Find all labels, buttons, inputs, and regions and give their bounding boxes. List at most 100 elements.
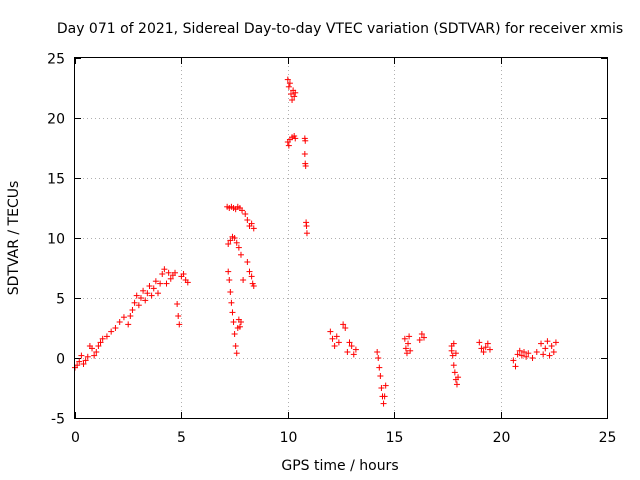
data-point <box>250 225 257 232</box>
data-point <box>174 301 181 307</box>
data-point <box>289 97 296 103</box>
data-point <box>230 319 237 325</box>
data-point <box>523 353 530 360</box>
data-point <box>335 339 342 346</box>
data-point <box>180 271 187 277</box>
data-point <box>133 292 140 299</box>
y-tick-label: -5 <box>51 412 65 428</box>
data-point <box>248 220 255 227</box>
data-point <box>548 343 555 349</box>
data-point <box>250 283 257 289</box>
data-point <box>172 269 179 276</box>
data-point <box>154 290 161 297</box>
data-point <box>331 343 338 349</box>
data-point <box>303 230 310 237</box>
data-point <box>376 364 383 371</box>
data-point <box>350 351 357 358</box>
data-point <box>382 382 389 389</box>
data-point <box>550 349 557 355</box>
data-point <box>125 321 132 328</box>
data-point <box>514 351 521 358</box>
data-point <box>292 135 299 142</box>
x-tick-label: 0 <box>71 430 80 446</box>
data-point <box>303 223 310 229</box>
data-point <box>165 269 172 276</box>
data-point <box>381 393 388 400</box>
data-point <box>476 339 483 346</box>
x-axis-label: GPS time / hours <box>281 458 398 474</box>
data-point <box>159 271 166 277</box>
data-point <box>74 362 81 369</box>
data-point <box>406 333 413 340</box>
data-point <box>344 349 351 355</box>
data-point <box>237 251 244 258</box>
data-point <box>510 357 517 364</box>
x-tick-label: 25 <box>599 430 617 446</box>
data-point <box>518 352 525 359</box>
data-point <box>482 344 489 351</box>
data-point <box>377 373 384 379</box>
data-point <box>95 343 102 349</box>
data-point <box>225 268 232 275</box>
data-point <box>348 343 355 349</box>
data-point <box>127 313 134 319</box>
data-point <box>525 350 532 357</box>
data-point <box>546 352 553 359</box>
y-tick-label: 15 <box>47 172 65 188</box>
data-point <box>352 346 359 353</box>
data-point <box>375 355 382 361</box>
data-point <box>244 259 251 265</box>
data-point <box>302 163 309 169</box>
data-point <box>184 279 191 286</box>
data-point <box>329 335 336 342</box>
data-point <box>512 363 519 370</box>
data-point <box>287 91 294 97</box>
data-point <box>163 280 170 287</box>
y-tick-label: 10 <box>47 232 65 248</box>
data-point <box>544 338 551 345</box>
x-tick-label: 5 <box>177 430 186 446</box>
data-point <box>157 280 164 287</box>
data-point <box>103 333 110 340</box>
data-point <box>176 321 183 328</box>
data-point <box>327 328 334 335</box>
data-point <box>240 277 247 283</box>
axis-ticks: 0 5 10 15 20 25 -5 0 5 10 15 20 25 <box>47 52 616 447</box>
data-point <box>286 80 293 87</box>
data-point <box>120 314 127 321</box>
data-point <box>140 287 147 294</box>
data-point <box>285 142 292 149</box>
data-point <box>521 349 528 355</box>
data-point <box>302 137 309 144</box>
y-tick-label: 25 <box>47 52 65 68</box>
data-point <box>97 339 104 346</box>
data-point <box>455 374 462 381</box>
data-point <box>116 319 123 325</box>
data-point <box>84 353 91 360</box>
data-point <box>231 235 238 241</box>
data-point <box>93 349 100 355</box>
data-point <box>449 352 456 359</box>
data-point <box>378 385 385 391</box>
x-tick-label: 15 <box>386 430 404 446</box>
data-point <box>244 217 251 223</box>
data-points <box>72 76 559 407</box>
data-point <box>453 381 460 388</box>
data-point <box>80 361 87 367</box>
y-axis-label: SDTVAR / TECUs <box>6 181 22 296</box>
y-tick-label: 0 <box>56 352 65 368</box>
data-point <box>451 369 458 376</box>
data-point <box>239 207 246 214</box>
data-point <box>284 76 291 83</box>
data-point <box>225 241 232 247</box>
data-point <box>529 355 536 361</box>
data-point <box>89 345 96 352</box>
x-tick-label: 10 <box>280 430 298 446</box>
data-point <box>301 151 308 157</box>
y-tick-label: 20 <box>47 112 65 128</box>
data-point <box>340 321 347 328</box>
data-point <box>380 400 387 407</box>
data-point <box>285 83 292 90</box>
data-point <box>237 319 244 325</box>
